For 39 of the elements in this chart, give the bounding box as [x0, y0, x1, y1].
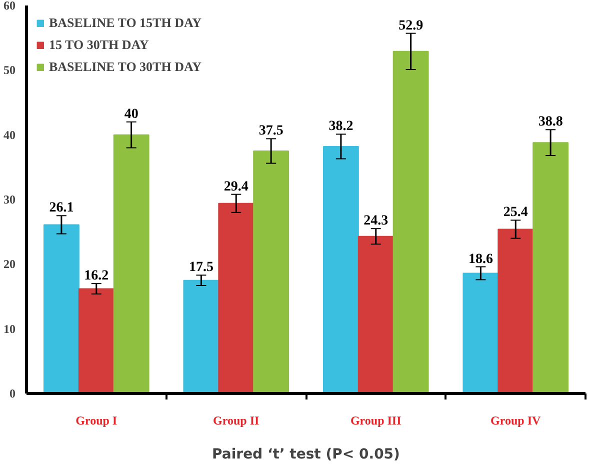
data-label: 24.3	[364, 214, 388, 229]
bar	[322, 146, 359, 394]
y-tick-label: 10	[4, 322, 16, 336]
data-label: 29.4	[224, 179, 248, 194]
y-tick-label: 60	[4, 0, 16, 12]
bar	[113, 134, 150, 394]
legend-label: 15 TO 30TH DAY	[49, 37, 149, 53]
data-label: 38.8	[538, 114, 563, 130]
x-tick-label: Group I	[76, 414, 118, 428]
data-label: 26.1	[49, 200, 74, 216]
y-tick-label: 40	[4, 128, 16, 142]
bar	[78, 288, 114, 394]
bar	[43, 224, 80, 394]
data-label: 52.9	[398, 18, 424, 34]
x-axis-title: Paired ‘t’ test (P< 0.05)	[212, 446, 400, 462]
bar	[532, 142, 569, 394]
data-label: 37.5	[258, 124, 284, 139]
y-tick-label: 30	[4, 192, 16, 206]
x-tick-label: Group II	[213, 414, 260, 428]
data-label: 25.4	[503, 205, 528, 220]
data-label: 17.5	[188, 260, 214, 276]
y-tick-label: 50	[4, 63, 16, 78]
bar	[498, 228, 534, 394]
bar	[218, 202, 254, 394]
bar	[183, 280, 220, 394]
x-tick-label: Group III	[350, 414, 402, 428]
bar	[358, 236, 394, 394]
x-tick-label: Group IV	[490, 414, 542, 428]
data-label: 18.6	[468, 252, 493, 267]
data-label: 40	[124, 106, 138, 122]
bar	[253, 150, 290, 394]
data-label: 38.2	[328, 119, 354, 134]
bar	[392, 50, 429, 394]
bar	[462, 272, 499, 394]
legend-label: BASELINE TO 30TH DAY	[49, 59, 202, 75]
y-tick-label: 0	[10, 386, 16, 400]
data-label: 16.2	[84, 268, 109, 284]
y-tick-label: 20	[4, 257, 16, 272]
legend-label: BASELINE TO 15TH DAY	[49, 15, 202, 31]
